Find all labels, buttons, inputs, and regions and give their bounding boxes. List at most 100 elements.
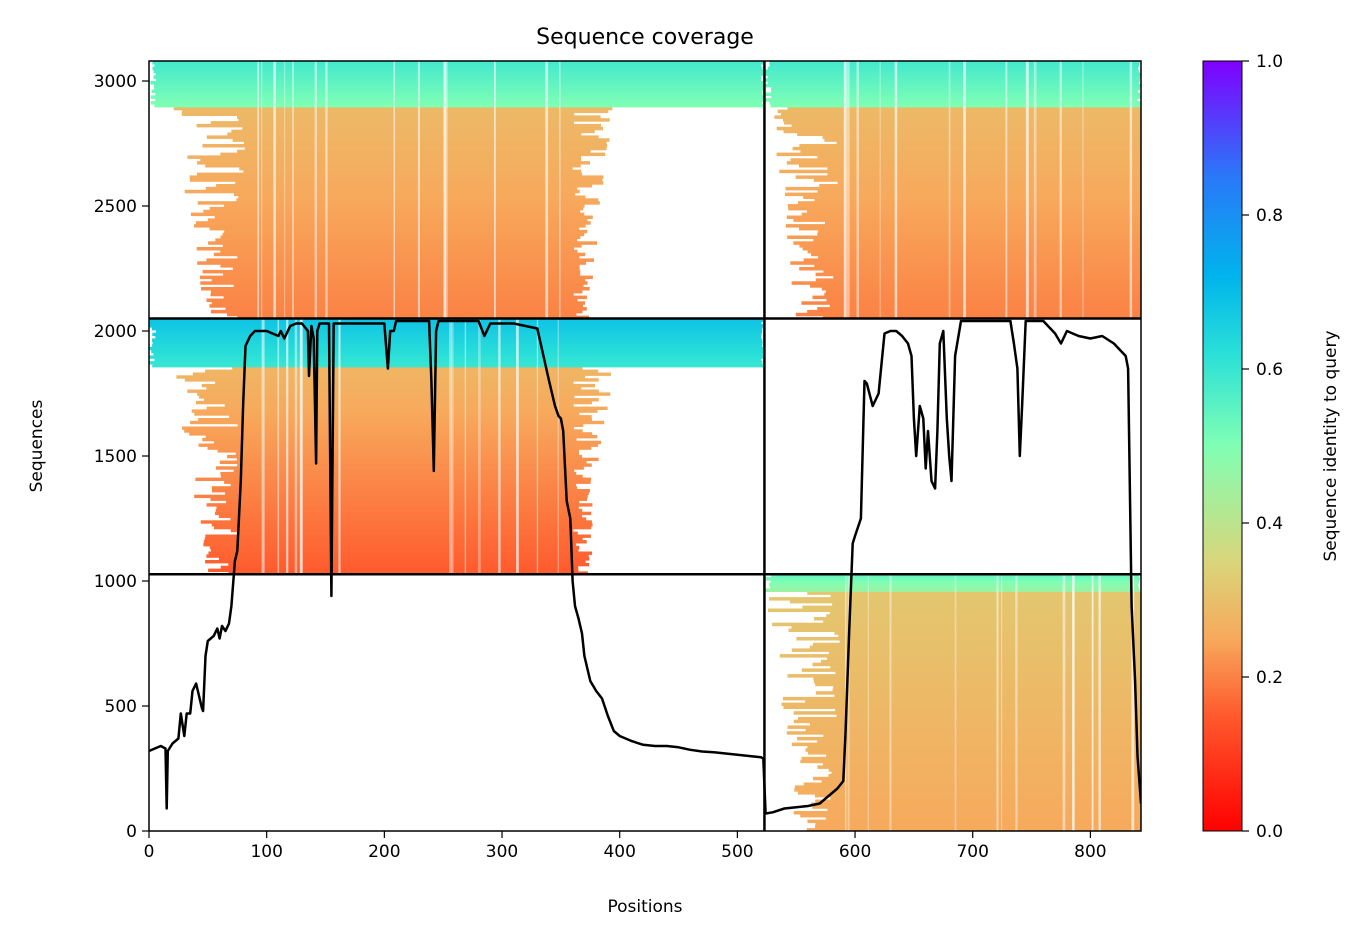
msa-row (769, 101, 1141, 105)
gap-streak (284, 61, 286, 319)
x-tick-label: 400 (603, 842, 635, 862)
msa-row (197, 261, 587, 265)
msa-row (805, 728, 1141, 732)
msa-row (210, 548, 579, 553)
msa-row (218, 514, 583, 518)
gap-streak (1025, 61, 1029, 319)
msa-row (152, 338, 763, 342)
msa-row (154, 358, 762, 362)
msa-row (823, 619, 1141, 624)
gap-streak (996, 574, 999, 831)
msa-row (152, 364, 763, 368)
msa-row (830, 594, 1141, 598)
gap-streak (292, 61, 294, 319)
gap-streak (451, 318, 454, 575)
msa-row (783, 129, 1141, 134)
msa-row (779, 654, 1141, 658)
msa-row (220, 264, 580, 268)
msa-row (182, 109, 609, 114)
msa-row (213, 252, 586, 257)
msa-row (154, 83, 763, 88)
msa-row (791, 648, 1141, 652)
msa-row (149, 321, 762, 325)
msa-row (211, 523, 593, 527)
msa-row (211, 289, 583, 294)
msa-row (781, 112, 1141, 116)
gap-streak (879, 61, 881, 319)
msa-row (799, 267, 1141, 271)
msa-block (764, 574, 1141, 831)
y-axis: 0 500 1000 1500 2000 2500 3000 (94, 72, 149, 842)
msa-row (152, 66, 763, 71)
msa-row (767, 66, 1139, 71)
msa-row (767, 75, 1141, 79)
msa-row (151, 327, 763, 331)
msa-row (813, 238, 1141, 242)
msa-row (814, 793, 1141, 798)
msa-row (807, 209, 1141, 214)
msa-row (787, 674, 1141, 678)
msa-row (791, 742, 1141, 747)
msa-row (832, 602, 1141, 607)
msa-row (236, 457, 599, 462)
msa-row (828, 651, 1141, 655)
colorbar-tick-label: 0.6 (1256, 360, 1283, 380)
gap-streak (257, 61, 259, 319)
plot-frame (148, 60, 1142, 832)
gap-streak (1015, 574, 1018, 831)
msa-block (764, 61, 1141, 320)
msa-row (821, 287, 1141, 291)
msa-row (153, 352, 763, 356)
msa-row (765, 78, 1140, 82)
msa-row (208, 568, 579, 572)
msa-row (197, 201, 600, 205)
msa-row (234, 192, 576, 197)
msa-row (783, 705, 1141, 709)
msa-row (214, 440, 602, 445)
gap-streak (478, 318, 481, 575)
msa-row (206, 135, 599, 139)
msa-row (800, 759, 1141, 764)
gap-streak (948, 61, 951, 319)
msa-row (830, 796, 1141, 801)
msa-row (786, 731, 1141, 735)
msa-row (779, 169, 1141, 174)
msa-row (824, 292, 1141, 297)
msa-row (227, 312, 577, 317)
msa-row (795, 175, 1141, 179)
msa-row (836, 141, 1141, 145)
x-tick-label: 0 (144, 842, 155, 862)
msa-row (833, 275, 1141, 280)
x-tick-label: 100 (250, 842, 282, 862)
msa-row (795, 312, 1141, 317)
gap-streak (1033, 61, 1036, 319)
msa-row (239, 166, 573, 171)
msa-row (184, 189, 580, 194)
msa-row (810, 802, 1141, 806)
msa-row (822, 135, 1141, 139)
msa-row (772, 622, 1141, 627)
msa-row (827, 808, 1141, 812)
msa-row (769, 597, 1141, 601)
msa-row (230, 483, 576, 487)
msa-row (782, 118, 1141, 122)
msa-row (189, 178, 603, 182)
msa-row (189, 432, 593, 436)
msa-row (226, 500, 580, 504)
gap-streak (889, 574, 892, 831)
msa-row (815, 682, 1141, 687)
msa-row (235, 452, 580, 456)
msa-row (149, 361, 763, 365)
y-tick-label: 3000 (94, 72, 137, 92)
msa-row (220, 235, 581, 239)
msa-row (819, 184, 1141, 188)
msa-row (150, 81, 764, 85)
msa-row (209, 304, 583, 308)
msa-row (787, 725, 1141, 729)
gap-streak (273, 61, 276, 319)
x-tick-label: 500 (721, 842, 753, 862)
msa-row (210, 292, 574, 297)
msa-row (771, 89, 1138, 94)
msa-row (798, 791, 1141, 795)
